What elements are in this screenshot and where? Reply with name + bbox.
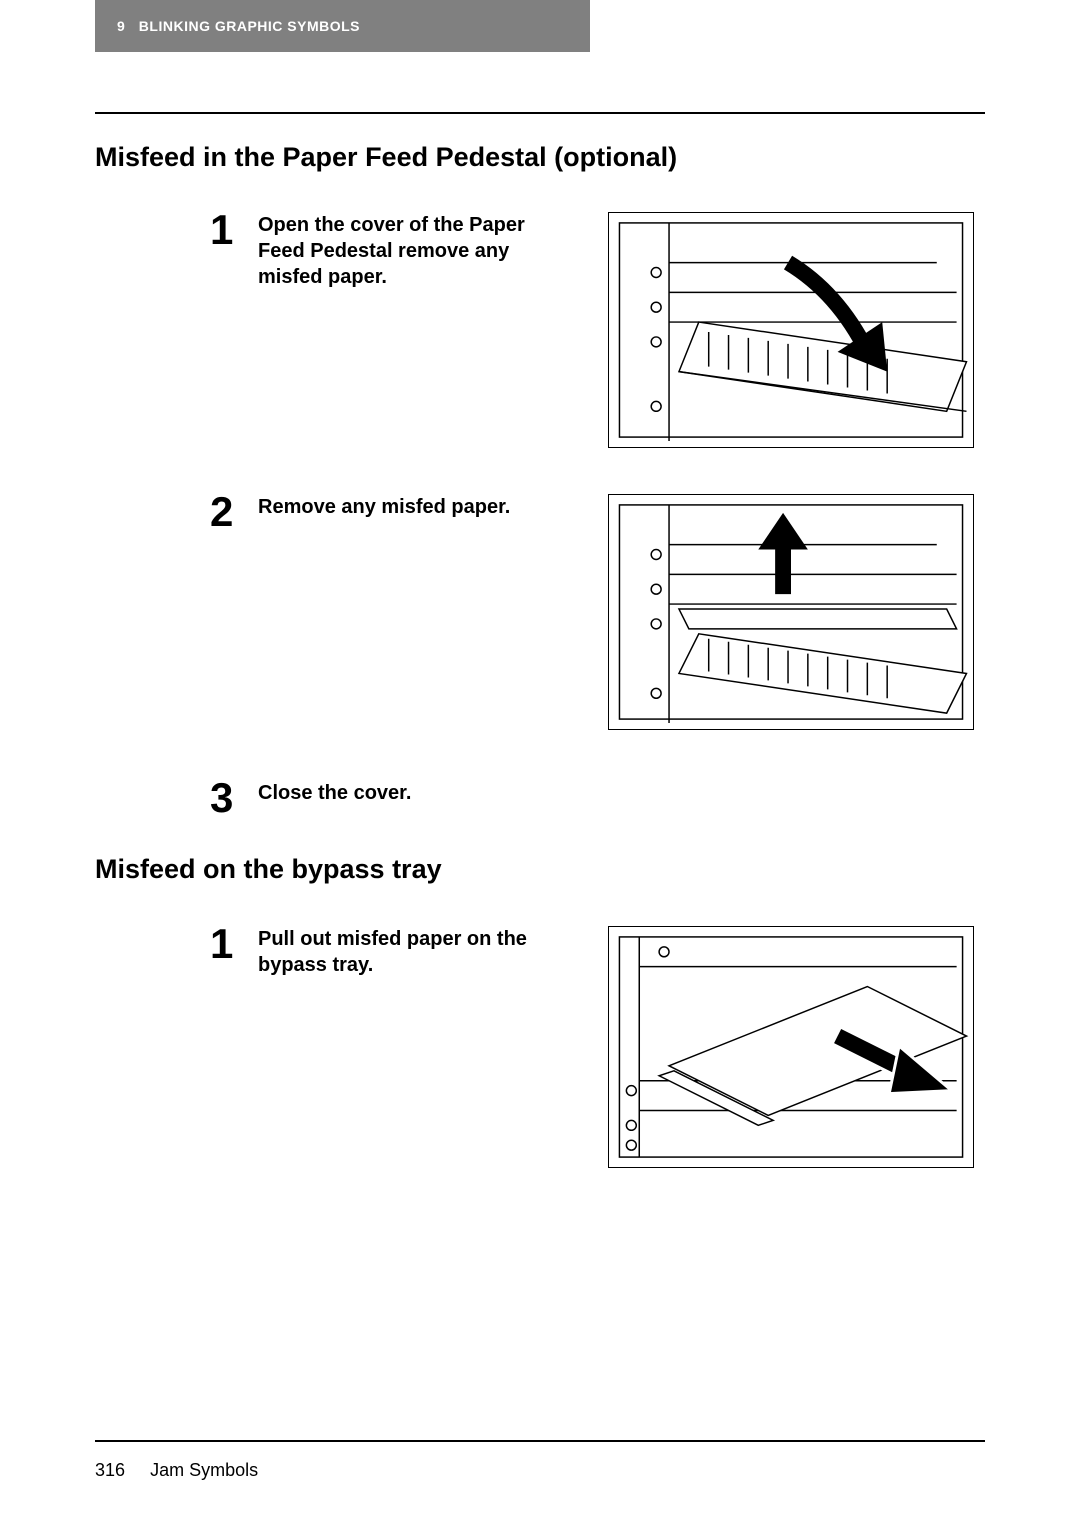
- step-figure: [608, 212, 974, 448]
- step-text: Remove any misfed paper.: [258, 494, 573, 520]
- step-figure: [608, 926, 974, 1168]
- chapter-header: 9 BLINKING GRAPHIC SYMBOLS: [95, 0, 590, 52]
- chapter-number: 9: [117, 18, 125, 34]
- section-heading: Misfeed in the Paper Feed Pedestal (opti…: [95, 142, 677, 173]
- step-text: Pull out misfed paper on the bypass tray…: [258, 926, 573, 978]
- section-heading: Misfeed on the bypass tray: [95, 854, 442, 885]
- bottom-rule: [95, 1440, 985, 1442]
- page-number: 316: [95, 1460, 125, 1480]
- step-text: Open the cover of the Paper Feed Pedesta…: [258, 212, 573, 290]
- printer-open-cover-icon: [609, 213, 973, 447]
- footer-section-label: Jam Symbols: [150, 1460, 258, 1480]
- step-text: Close the cover.: [258, 780, 573, 806]
- step-number: 1: [210, 206, 233, 254]
- page: 9 BLINKING GRAPHIC SYMBOLS Misfeed in th…: [0, 0, 1080, 1526]
- step-number: 2: [210, 488, 233, 536]
- chapter-title: BLINKING GRAPHIC SYMBOLS: [139, 18, 360, 34]
- step-number: 1: [210, 920, 233, 968]
- top-rule: [95, 112, 985, 114]
- page-footer: 316 Jam Symbols: [95, 1460, 258, 1481]
- bypass-tray-pull-icon: [609, 927, 973, 1167]
- step-figure: [608, 494, 974, 730]
- printer-remove-paper-icon: [609, 495, 973, 729]
- step-number: 3: [210, 774, 233, 822]
